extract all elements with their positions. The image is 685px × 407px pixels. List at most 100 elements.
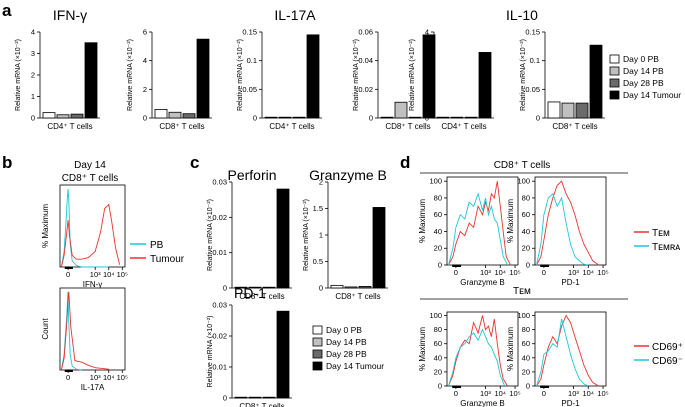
y-tick-label: 2 [425,71,429,80]
bar [344,286,358,289]
bar [478,52,492,119]
bar-chart-a4: 0 0.02 0.04 0.06 CD8⁺ T cells Relative mRNA (… [353,28,438,131]
panel-letter-a: a [2,1,12,20]
y-axis-label: Relative mRNA (×10⁻²) [127,39,134,111]
y-tick-label: 3 [425,49,429,58]
y-tick-label: 6 [143,28,147,37]
b-legend: PB Tumour [130,240,185,265]
x-tick-label: 10⁴ [103,373,115,382]
legend-label-day14: Day 14 PB [623,66,664,76]
bar [42,112,56,119]
y-tick-label: 0.02 [212,332,227,341]
y-tick-label: 0 [223,394,227,403]
x-tick-label: 0 [542,268,546,277]
x-axis-label: IFN-γ [83,280,103,289]
b-legend-pb-label: PB [150,240,164,251]
legend-c-swatch-tumour [312,361,323,371]
x-tick-label: 10⁵ [509,389,520,398]
y-tick-label: 0.15 [525,28,540,37]
plot-frame [534,176,607,266]
zero-bar [64,266,73,269]
legend-swatch-day14 [609,66,620,76]
bar [262,396,276,399]
y-tick-label: 1 [425,92,429,101]
bar [168,111,182,119]
bar [234,286,248,289]
legend-swatch-day28 [609,78,620,88]
y-tick-label: 0 [253,114,257,123]
y-tick-label: 0.02 [358,85,373,94]
y-tick-label: 40 [434,353,442,362]
y-tick-label: 100 [429,177,442,186]
y-tick-label: 20 [434,244,442,253]
panel-letter-b: b [2,153,12,172]
y-axis-label: Relative mRNA (×10⁻²) [15,39,22,111]
x-axis-label: Granzyme B [460,278,504,287]
bar [306,34,320,119]
y-tick-label: 60 [522,210,530,219]
x-category-label: CD8⁺ T cells [239,402,284,407]
bar [372,207,386,289]
y-tick-label: 0.01 [212,248,227,257]
title-granzyme-b: Granzyme B [309,167,387,183]
y-tick-label: 0.05 [242,85,257,94]
y-tick-label: 4 [31,28,35,37]
x-category-label: CD8⁺ T cells [385,122,430,131]
y-axis-label: Relative mRNA (×10⁻²) [353,39,360,111]
x-tick-label: 10³ [568,389,579,398]
y-axis-label: % Maximum [506,327,515,371]
y-axis-label: % Maximum [506,199,515,243]
bar [276,310,290,399]
bar [248,396,262,399]
bar-chart-c2: 0 0.5 1 1.5 2 CD8⁺ T cells Relative mRNA (×10⁻… [303,178,388,301]
y-tick-label: 1 [319,231,323,240]
series-line [60,291,109,371]
series-line [60,203,121,268]
zero-bar [540,385,550,388]
bar [292,116,306,119]
d-legend-cd69pos-label: CD69⁺ [652,342,683,353]
bar-chart-c3: 0 0.01 0.02 0.03 CD8⁺ T cells Relative mRNA (… [207,301,292,407]
y-tick-label: 100 [517,177,530,186]
panel-letter-c: c [190,153,199,172]
y-axis-label: % Maximum [41,204,50,248]
y-tick-label: 0 [319,284,323,293]
legend-c-label-tumour: Day 14 Tumour [326,361,384,371]
legend-c-swatch-day0 [312,325,323,335]
y-axis-label: Relative mRNA (×10⁻²) [409,39,416,111]
bar [154,109,168,119]
b-header-cells: CD8⁺ T cells [62,173,119,184]
bar [422,34,436,119]
bar [561,102,575,119]
y-tick-label: 0.01 [212,363,227,372]
x-tick-label: 10⁴ [582,389,594,398]
b-header-day: Day 14 [74,160,106,171]
legend-c-label-day28: Day 28 PB [326,349,367,359]
x-tick-label: 10⁴ [103,270,115,279]
legend-c-label-day14: Day 14 PB [326,337,367,347]
legend-label-day28: Day 28 PB [623,78,664,88]
legend-label-day0: Day 0 PB [623,54,659,64]
title-pd1: PD-1 [234,285,266,301]
y-tick-label: 0.04 [358,56,373,65]
y-axis-label: % Maximum [418,327,427,371]
x-category-label: CD4⁺ T cells [47,122,92,131]
series-line [448,315,508,387]
y-tick-label: 0 [536,114,540,123]
legend-swatch-tumour [609,90,620,100]
y-tick-label: 60 [434,339,442,348]
x-category-label: CD8⁺ T cells [239,292,284,301]
x-tick-label: 10⁵ [509,268,520,277]
bar [547,101,561,119]
bar [464,116,478,119]
x-tick-label: 10⁴ [494,268,506,277]
y-tick-label: 0.15 [242,28,257,37]
x-tick-label: 10³ [480,268,491,277]
y-tick-label: 60 [522,339,530,348]
bar [196,38,210,119]
x-tick-label: 0 [542,389,546,398]
bar [70,113,84,119]
bar [589,44,603,119]
